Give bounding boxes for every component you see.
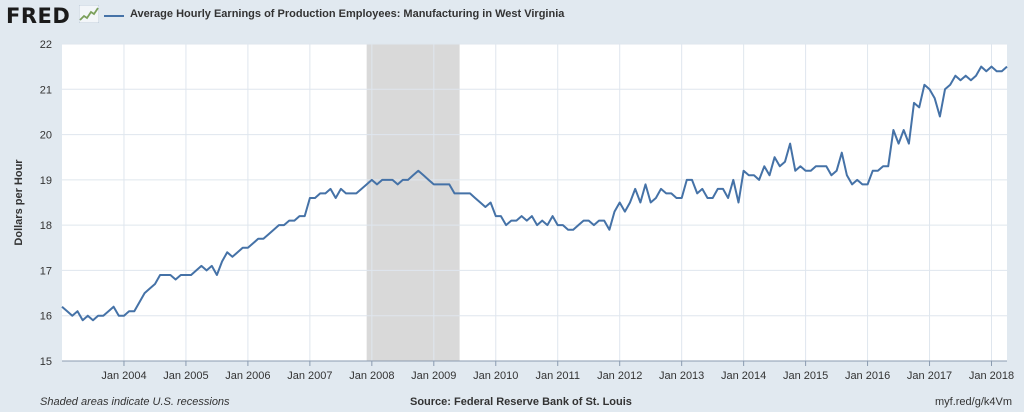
y-tick-label: 18: [40, 220, 52, 232]
x-tick-label: Jan 2011: [536, 370, 580, 382]
x-tick-label: Jan 2009: [411, 370, 456, 382]
x-tick-label: Jan 2014: [721, 370, 766, 382]
x-tick-label: Jan 2013: [659, 370, 704, 382]
series-line: [61, 65, 1008, 322]
x-tick-label: Jan 2007: [287, 370, 332, 382]
x-tick-label: Jan 2015: [783, 370, 828, 382]
short-link[interactable]: myf.red/g/k4Vm: [934, 396, 1012, 408]
legend-line-swatch: [104, 15, 124, 17]
recession-shading-layer: [366, 44, 460, 361]
x-tick-label: Jan 2005: [163, 370, 208, 382]
x-tick-label: Jan 2018: [969, 370, 1014, 382]
y-tick-label: 16: [40, 311, 52, 323]
y-tick-label: 20: [40, 130, 52, 142]
y-tick-label: 22: [40, 39, 52, 51]
y-tick-label: 21: [40, 84, 52, 96]
fred-logo: FRED: [6, 4, 71, 28]
plot-area: [62, 44, 1007, 361]
recession-band: [366, 44, 460, 361]
y-tick-label: 15: [40, 356, 52, 368]
x-tick-label: Jan 2010: [473, 370, 518, 382]
chart-header: FRED Average Hourly Earnings of Producti…: [0, 0, 1024, 34]
y-tick-label: 17: [40, 265, 52, 277]
x-tick-label: Jan 2008: [349, 370, 394, 382]
x-tick-label: Jan 2017: [907, 370, 952, 382]
y-tick-label: 19: [40, 175, 52, 187]
legend-series-title: Average Hourly Earnings of Production Em…: [130, 8, 565, 20]
source-note: Source: Federal Reserve Bank of St. Loui…: [410, 396, 632, 408]
x-tick-label: Jan 2012: [597, 370, 642, 382]
y-axis-ticks: 15 16 17 18 19 20 21 22: [40, 39, 52, 368]
x-axis-ticks: Jan 2004 Jan 2005 Jan 2006 Jan 2007 Jan 2008…: [62, 360, 1014, 382]
line-graph-icon: [79, 5, 99, 23]
x-tick-label: Jan 2006: [225, 370, 270, 382]
chart-footer: Shaded areas indicate U.S. recessions So…: [0, 394, 1024, 412]
y-axis-label: Dollars per Hour: [13, 159, 25, 246]
x-tick-label: Jan 2004: [101, 370, 146, 382]
x-tick-label: Jan 2016: [845, 370, 890, 382]
recession-note: Shaded areas indicate U.S. recessions: [40, 396, 230, 408]
